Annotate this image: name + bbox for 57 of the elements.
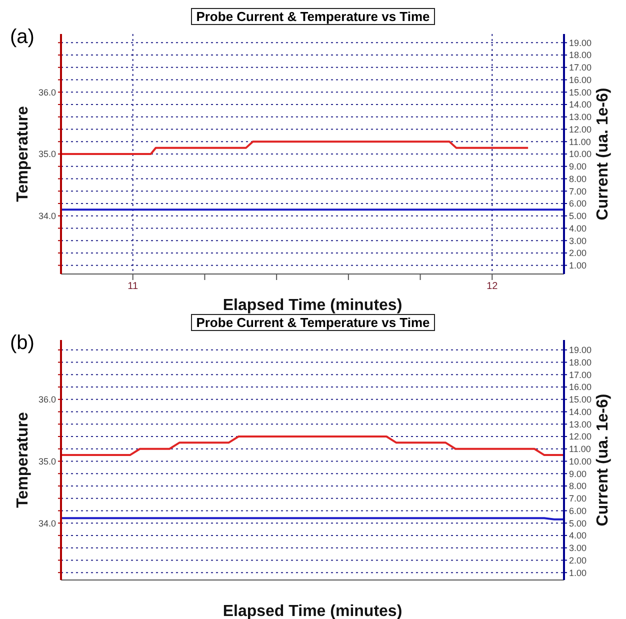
y2-tick-label: 5.00 xyxy=(569,211,587,222)
y2-tick-label: 12.00 xyxy=(569,124,592,134)
chart-title: Probe Current & Temperature vs Time xyxy=(191,314,435,331)
y2-tick-label: 11.00 xyxy=(569,444,591,454)
y-tick-label: 35.0 xyxy=(38,149,56,160)
y2-tick-label: 4.00 xyxy=(569,223,587,234)
y2-tick-label: 7.00 xyxy=(569,186,587,196)
y2-tick-label: 2.00 xyxy=(569,555,587,566)
y2-tick-label: 18.00 xyxy=(569,50,592,60)
y2-tick-label: 9.00 xyxy=(569,162,587,172)
y2-tick-label: 19.00 xyxy=(569,38,592,48)
line-series xyxy=(60,435,565,456)
y2-tick-label: 1.00 xyxy=(569,260,587,271)
y2-tick-label: 16.00 xyxy=(569,382,592,392)
y2-tick-label: 4.00 xyxy=(569,530,587,541)
y2-tick-label: 8.00 xyxy=(569,174,587,184)
y2-tick-label: 14.00 xyxy=(569,406,592,417)
y-tick-label: 34.0 xyxy=(38,518,56,528)
y2-tick-label: 7.00 xyxy=(569,494,587,504)
y2-tick-label: 8.00 xyxy=(569,481,587,492)
y2-tick-label: 14.00 xyxy=(569,100,592,110)
y2-tick-label: 17.00 xyxy=(569,370,592,380)
y-tick-label: 36.0 xyxy=(38,394,56,405)
y2-tick-label: 1.00 xyxy=(569,568,587,578)
y2-tick-label: 10.00 xyxy=(569,149,592,160)
y-axis-title: Temperature xyxy=(14,106,32,202)
y2-tick-label: 10.00 xyxy=(569,456,592,466)
y-axis-title: Temperature xyxy=(14,412,32,508)
y2-tick-label: 6.00 xyxy=(569,198,587,209)
x-tick-label: 11 xyxy=(128,281,138,292)
text: (b) xyxy=(10,332,34,355)
chart-title: Probe Current & Temperature vs Time xyxy=(191,8,435,25)
y-tick-label: 35.0 xyxy=(38,456,56,466)
y2-tick-label: 5.00 xyxy=(569,518,587,528)
y2-tick-label: 2.00 xyxy=(569,248,587,258)
y2-axis-title: Current (ua. 1e-6) xyxy=(594,88,612,220)
y2-tick-label: 11.00 xyxy=(569,136,591,147)
y2-tick-label: 3.00 xyxy=(569,236,587,246)
text: (a) xyxy=(10,26,34,49)
y2-axis-title: Current (ua. 1e-6) xyxy=(594,394,612,526)
y2-tick-label: 3.00 xyxy=(569,543,587,554)
y2-tick-label: 19.00 xyxy=(569,345,592,356)
y2-tick-label: 16.00 xyxy=(569,74,592,85)
y2-tick-label: 15.00 xyxy=(569,394,592,405)
x-tick-label: 12 xyxy=(486,281,498,292)
y2-tick-label: 15.00 xyxy=(569,87,592,98)
y-tick-label: 36.0 xyxy=(38,87,56,98)
y2-tick-label: 17.00 xyxy=(569,62,592,73)
y2-tick-label: 12.00 xyxy=(569,432,592,442)
x-axis-title: Elapsed Time (minutes) xyxy=(222,603,402,619)
y2-tick-label: 9.00 xyxy=(569,468,587,479)
y2-tick-label: 13.00 xyxy=(569,419,592,430)
x-axis-title: Elapsed Time (minutes) xyxy=(222,297,402,314)
y-tick-label: 34.0 xyxy=(38,211,56,222)
y2-tick-label: 18.00 xyxy=(569,357,592,368)
y2-tick-label: 13.00 xyxy=(569,112,592,122)
y2-tick-label: 6.00 xyxy=(569,506,587,516)
